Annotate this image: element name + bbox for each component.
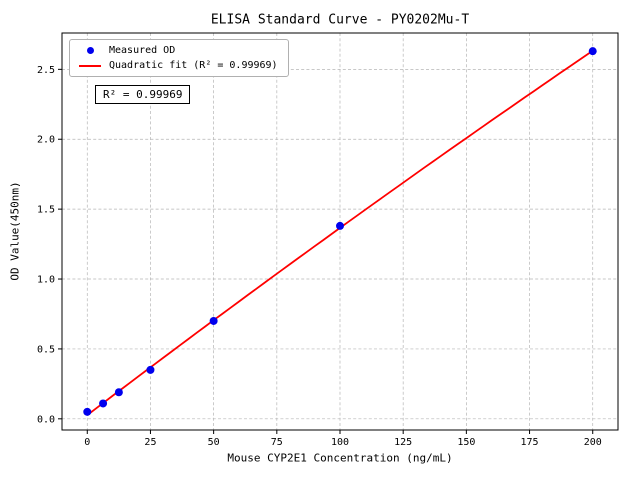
legend-item-quadratic-fit: Quadratic fit (R² = 0.99969) (78, 60, 278, 71)
svg-text:2.0: 2.0 (37, 135, 55, 146)
svg-text:50: 50 (208, 437, 220, 448)
legend-marker-cell (78, 64, 102, 67)
svg-text:150: 150 (457, 437, 475, 448)
svg-text:2.5: 2.5 (37, 65, 55, 76)
svg-text:0.5: 0.5 (37, 344, 55, 355)
svg-text:0.0: 0.0 (37, 414, 55, 425)
svg-text:175: 175 (521, 437, 539, 448)
x-axis-label: Mouse CYP2E1 Concentration (ng/mL) (227, 451, 453, 465)
measured-od-scatter-series (83, 47, 597, 416)
scatter-marker-icon (86, 47, 94, 54)
legend-label-quadratic-fit: Quadratic fit (R² = 0.99969) (109, 60, 278, 71)
svg-text:100: 100 (331, 437, 349, 448)
axis-ticks-and-labels: 0 25 50 75 100 125 150 175 200 0.0 0.5 1.0 1.5 2.0 2.5 (37, 65, 602, 448)
svg-text:200: 200 (584, 437, 602, 448)
chart-title: ELISA Standard Curve - PY0202Mu-T (210, 12, 470, 28)
svg-text:25: 25 (144, 437, 156, 448)
svg-text:125: 125 (394, 437, 412, 448)
legend-label-measured-od: Measured OD (109, 45, 176, 56)
line-marker-icon (79, 64, 101, 67)
svg-text:75: 75 (271, 437, 283, 448)
svg-text:0: 0 (84, 437, 90, 448)
svg-text:1.5: 1.5 (37, 205, 55, 216)
svg-text:1.0: 1.0 (37, 275, 55, 286)
r-squared-annotation: R² = 0.99969 (95, 85, 191, 104)
y-axis-label: OD Value(450nm) (8, 181, 22, 281)
gridlines (62, 33, 618, 430)
legend: Measured OD Quadratic fit (R² = 0.99969) (69, 39, 289, 77)
legend-marker-cell (78, 47, 102, 54)
legend-item-measured-od: Measured OD (78, 45, 278, 56)
